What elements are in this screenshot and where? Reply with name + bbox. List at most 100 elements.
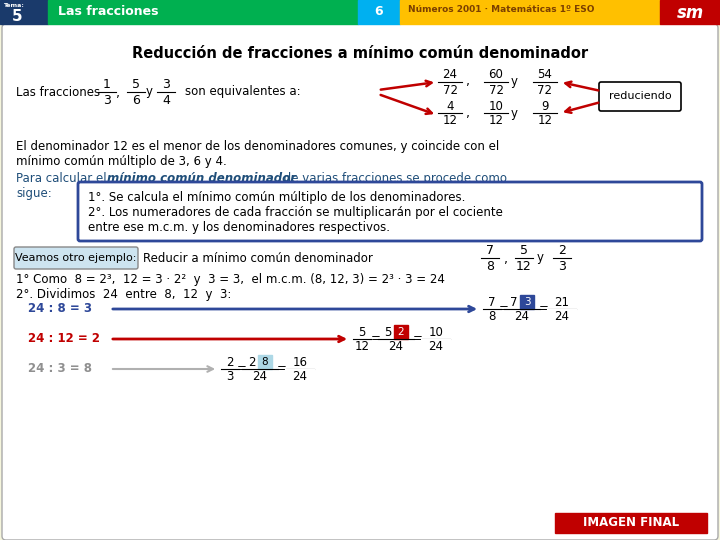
Text: y: y	[145, 85, 153, 98]
Text: =: =	[539, 302, 549, 315]
Text: =: =	[277, 362, 287, 375]
Text: 9: 9	[541, 99, 549, 112]
Text: 1: 1	[103, 78, 111, 91]
Bar	[394, 325, 408, 339]
Bar	[258, 355, 272, 369]
Bar	[520, 295, 534, 309]
Text: mínimo común denominador: mínimo común denominador	[107, 172, 296, 185]
Text: 24 : 8 = 3: 24 : 8 = 3	[28, 302, 92, 315]
Text: 8: 8	[261, 357, 269, 367]
Text: 3: 3	[162, 78, 170, 91]
Text: ,: ,	[466, 76, 470, 89]
Text: 6: 6	[374, 5, 383, 18]
Text: 24: 24	[253, 370, 268, 383]
Text: 24 : 12 = 2: 24 : 12 = 2	[28, 333, 100, 346]
Text: 24: 24	[428, 341, 444, 354]
Text: ,: ,	[504, 253, 508, 266]
Bar	[48, 0, 358, 24]
Text: 60: 60	[489, 69, 503, 82]
Text: 12: 12	[488, 114, 503, 127]
Text: 7: 7	[486, 245, 494, 258]
Text: Para calcular el: Para calcular el	[16, 172, 110, 185]
Text: 5: 5	[132, 78, 140, 91]
Text: 3: 3	[523, 297, 531, 307]
Text: 5: 5	[384, 326, 392, 339]
Text: 16: 16	[292, 355, 307, 368]
Text: Reducir a mínimo común denominador: Reducir a mínimo común denominador	[143, 252, 373, 265]
Text: Números 2001 · Matemáticas 1º ESO: Números 2001 · Matemáticas 1º ESO	[408, 5, 595, 14]
Bar	[0, 0, 48, 24]
Text: =: =	[499, 302, 509, 315]
Text: 4: 4	[162, 93, 170, 106]
Text: =: =	[237, 362, 247, 375]
Text: sigue:: sigue:	[16, 187, 52, 200]
Text: 2: 2	[248, 355, 256, 368]
Bar	[548, 310, 576, 324]
Text: 3: 3	[558, 260, 566, 273]
Text: 72: 72	[488, 84, 503, 97]
Bar	[400, 0, 660, 24]
Bar	[555, 513, 707, 533]
Text: =: =	[413, 333, 423, 346]
Text: 5: 5	[520, 245, 528, 258]
Text: 2: 2	[558, 245, 566, 258]
Text: Veamos otro ejemplo:: Veamos otro ejemplo:	[15, 253, 137, 263]
Text: 2°. Dividimos  24  entre  8,  12  y  3:: 2°. Dividimos 24 entre 8, 12 y 3:	[16, 288, 231, 301]
Text: 8: 8	[488, 310, 495, 323]
FancyBboxPatch shape	[599, 82, 681, 111]
Text: 6: 6	[132, 93, 140, 106]
Text: ,: ,	[116, 86, 120, 99]
Text: 1°. Se calcula el mínimo común múltiplo de los denominadores.: 1°. Se calcula el mínimo común múltiplo …	[88, 191, 465, 204]
Text: 2: 2	[397, 327, 405, 337]
Text: reduciendo: reduciendo	[608, 91, 671, 101]
FancyBboxPatch shape	[78, 182, 702, 241]
FancyBboxPatch shape	[14, 247, 138, 269]
Text: 5: 5	[359, 326, 366, 339]
Text: 21: 21	[554, 295, 570, 308]
Text: 24: 24	[292, 370, 307, 383]
Text: Tema:: Tema:	[3, 3, 24, 8]
Text: son equivalentes a:: son equivalentes a:	[185, 85, 301, 98]
Text: 12: 12	[516, 260, 532, 273]
Text: y: y	[510, 106, 518, 119]
Text: 4: 4	[446, 99, 454, 112]
Text: 2°. Los numeradores de cada fracción se multiplicarán por el cociente: 2°. Los numeradores de cada fracción se …	[88, 206, 503, 219]
Text: 3: 3	[226, 370, 234, 383]
Text: 72: 72	[443, 84, 457, 97]
Text: 12: 12	[538, 114, 552, 127]
Bar	[660, 0, 720, 24]
Text: IMAGEN FINAL: IMAGEN FINAL	[583, 516, 679, 530]
Text: 24: 24	[515, 310, 529, 323]
Text: sm: sm	[676, 4, 703, 22]
Text: entre ese m.c.m. y los denominadores respectivos.: entre ese m.c.m. y los denominadores res…	[88, 221, 390, 234]
Text: 24 : 3 = 8: 24 : 3 = 8	[28, 362, 92, 375]
Text: 24: 24	[443, 69, 457, 82]
Text: ,: ,	[466, 106, 470, 119]
Text: El denominador 12 es el menor de los denominadores comunes, y coincide con el: El denominador 12 es el menor de los den…	[16, 140, 499, 153]
Text: 3: 3	[103, 93, 111, 106]
Text: 24: 24	[389, 341, 403, 354]
Text: 5: 5	[12, 9, 22, 24]
Bar	[358, 0, 400, 24]
Text: y: y	[536, 252, 544, 265]
Text: de varias fracciones se procede como: de varias fracciones se procede como	[280, 172, 507, 185]
Text: 72: 72	[538, 84, 552, 97]
Text: Las fracciones: Las fracciones	[58, 5, 158, 18]
Text: 7: 7	[488, 295, 496, 308]
Text: 2: 2	[226, 355, 234, 368]
Text: 10: 10	[489, 99, 503, 112]
Text: Reducción de fracciones a mínimo común denominador: Reducción de fracciones a mínimo común d…	[132, 46, 588, 61]
Text: 54: 54	[538, 69, 552, 82]
Text: 12: 12	[354, 341, 369, 354]
Text: 10: 10	[428, 326, 444, 339]
Text: 24: 24	[554, 310, 570, 323]
Text: =: =	[371, 333, 381, 346]
Text: y: y	[510, 76, 518, 89]
Text: Las fracciones: Las fracciones	[16, 85, 100, 98]
Bar	[286, 370, 314, 384]
Text: 8: 8	[486, 260, 494, 273]
Text: 12: 12	[443, 114, 457, 127]
Text: 1° Como  8 = 2³,  12 = 3 · 2²  y  3 = 3,  el m.c.m. (8, 12, 3) = 2³ · 3 = 24: 1° Como 8 = 2³, 12 = 3 · 2² y 3 = 3, el …	[16, 273, 445, 286]
Text: 7: 7	[510, 295, 518, 308]
Text: mínimo común múltiplo de 3, 6 y 4.: mínimo común múltiplo de 3, 6 y 4.	[16, 155, 227, 168]
